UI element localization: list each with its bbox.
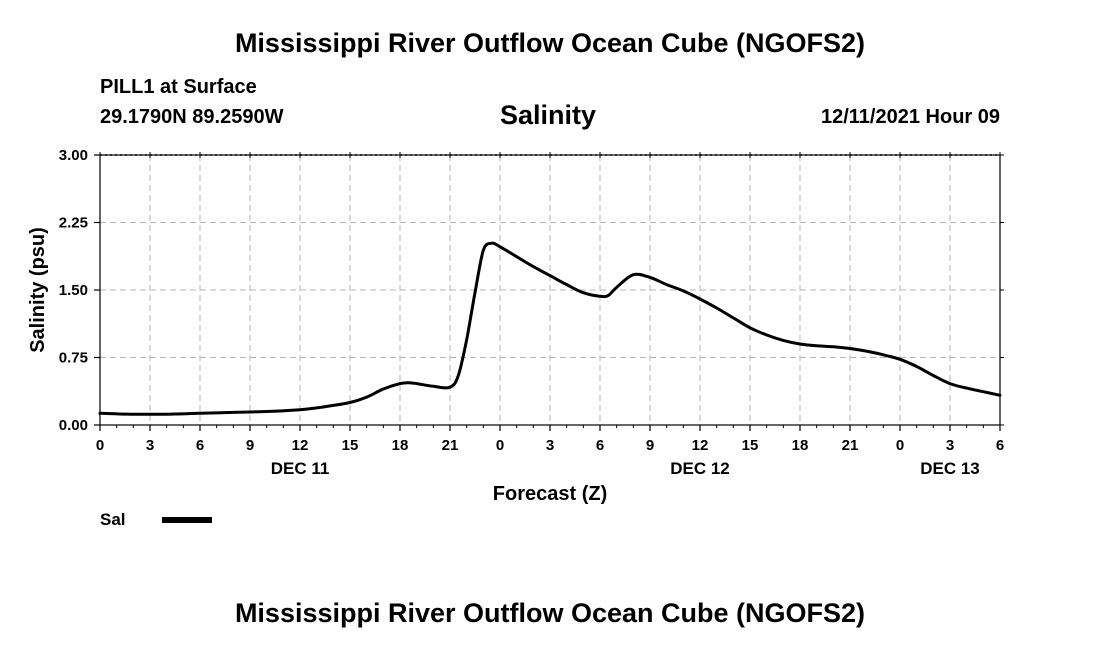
x-tick-label: 6: [196, 437, 204, 454]
x-axis-label: Forecast (Z): [493, 483, 607, 505]
footer-title: Mississippi River Outflow Ocean Cube (NG…: [234, 598, 866, 628]
x-tick-label: 12: [692, 437, 709, 454]
x-tick-label: 9: [646, 437, 654, 454]
x-tick-label: 6: [596, 437, 604, 454]
series-layer: [98, 241, 1002, 416]
x-tick-label: 3: [546, 437, 554, 454]
y-axis-label: Salinity (psu): [27, 227, 49, 353]
x-tick-label: 9: [246, 437, 254, 454]
x-tick-label: 21: [842, 437, 859, 454]
date-label: DEC 11: [271, 459, 330, 478]
y-tick-label: 3.00: [59, 147, 88, 164]
y-tick-label: 0.75: [59, 350, 88, 367]
x-tick-label: 12: [292, 437, 309, 454]
grid-layer: [100, 155, 1000, 425]
y-tick-label: 2.25: [59, 215, 88, 232]
y-tick-label: 0.00: [59, 417, 88, 434]
x-tick-label: 0: [496, 437, 504, 454]
x-tick-label: 6: [996, 437, 1004, 454]
station-coordinates: 29.1790N 89.2590W: [100, 106, 284, 128]
x-tick-label: 18: [792, 437, 809, 454]
x-tick-label: 3: [946, 437, 954, 454]
legend-label: Sal: [100, 510, 126, 529]
series-line-sal: [98, 241, 1002, 416]
main-title: Mississippi River Outflow Ocean Cube (NG…: [234, 28, 866, 58]
date-label: DEC 13: [920, 459, 980, 478]
x-tick-label: 0: [96, 437, 104, 454]
axis-layer: 0 3 6 9 12 15 18 21 0 3 6 9 12 15 18 21 0 3 6 0.00 0.75 1.50 2…: [59, 147, 1004, 478]
x-tick-label: 21: [442, 437, 459, 454]
forecast-time: 12/11/2021 Hour 09: [820, 106, 1000, 128]
x-tick-label: 15: [742, 437, 759, 454]
date-label: DEC 12: [670, 459, 730, 478]
station-name: PILL1 at Surface: [100, 76, 257, 98]
x-tick-label: 15: [342, 437, 359, 454]
x-tick-label: 0: [896, 437, 904, 454]
chart-title: Salinity: [500, 100, 597, 130]
x-tick-label: 18: [392, 437, 409, 454]
x-tick-label: 3: [146, 437, 154, 454]
y-tick-label: 1.50: [59, 282, 88, 299]
